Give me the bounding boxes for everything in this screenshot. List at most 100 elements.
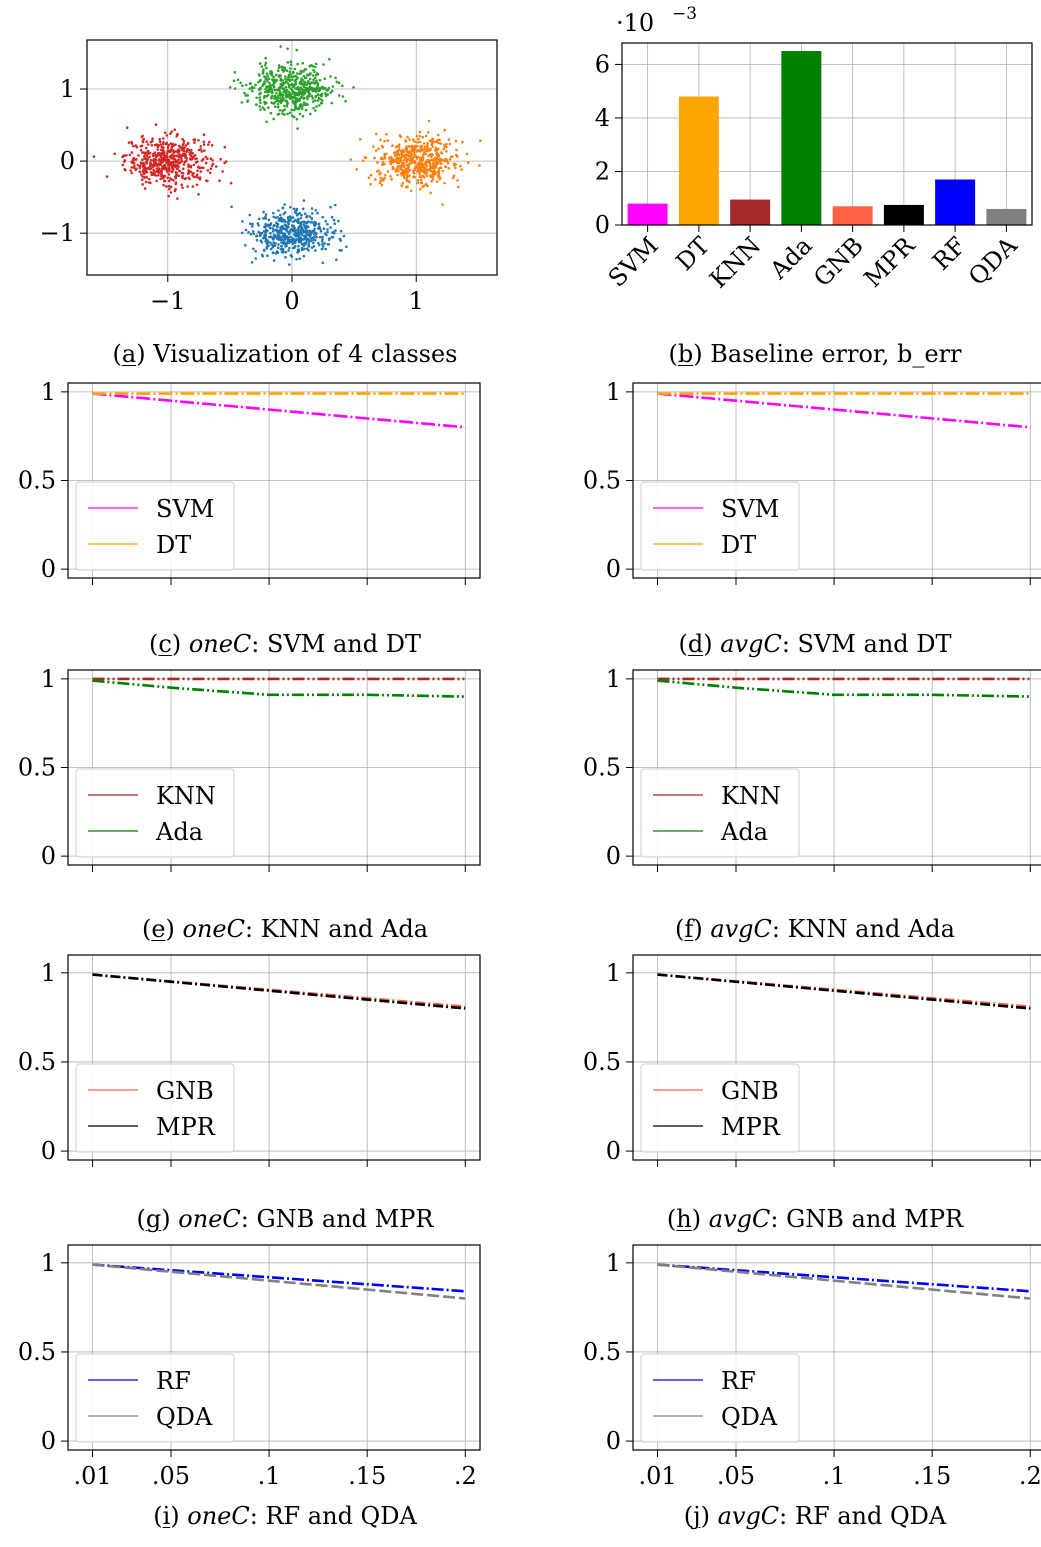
caption-g: (g) oneC: GNB and MPR <box>136 1205 434 1233</box>
scatter-point-red <box>177 154 180 158</box>
y-tick-label: 0.5 <box>18 754 56 782</box>
scatter-point-red <box>208 171 212 175</box>
scatter-point-red <box>223 145 227 149</box>
scatter-point-red <box>180 159 184 163</box>
scatter-point-blue <box>312 238 316 242</box>
legend-box <box>640 481 800 571</box>
scatter-point-orange <box>378 172 382 176</box>
scatter-point-green <box>279 79 283 82</box>
scatter-point-blue <box>247 231 250 234</box>
scatter-point-blue <box>327 238 331 241</box>
y-tick-label: 0 <box>606 1427 621 1455</box>
scatter-point-orange <box>411 138 415 141</box>
scatter-point-blue <box>259 239 263 242</box>
y-tick-label: 1 <box>606 1249 621 1277</box>
scatter-point-green <box>298 97 301 101</box>
scatter-point-blue <box>339 239 342 242</box>
scatter-point-green <box>263 80 266 83</box>
scatter-point-red <box>157 174 160 177</box>
scatter-point-blue <box>289 228 292 232</box>
scatter-point-blue <box>272 211 275 215</box>
scatter-point-blue <box>294 218 297 222</box>
scatter-point-red <box>159 148 163 152</box>
scatter-point-red <box>151 154 155 158</box>
scatter-point-orange <box>389 162 393 166</box>
scatter-point-red <box>158 137 161 141</box>
scatter-point-orange <box>369 173 373 177</box>
scatter-point-green <box>270 84 274 87</box>
scatter-point-orange <box>478 164 481 167</box>
scatter-point-red <box>181 186 184 189</box>
y-tick-label: 0 <box>41 1427 56 1455</box>
scatter-point-green <box>344 99 347 103</box>
scatter-point-blue <box>326 228 329 231</box>
scatter-point-green <box>324 92 327 95</box>
y-tick-label: 0.5 <box>583 467 621 495</box>
scatter-point-orange <box>448 158 452 161</box>
scatter-point-green <box>293 79 297 82</box>
scatter-point-red <box>124 168 127 172</box>
legend-label-DT: DT <box>721 531 756 559</box>
scatter-point-orange <box>435 180 439 183</box>
scatter-point-green <box>270 94 274 98</box>
scatter-point-blue <box>271 227 275 230</box>
scatter-point-red <box>154 154 158 157</box>
scatter-point-orange <box>402 165 406 168</box>
scatter-point-blue <box>304 228 308 232</box>
scatter-point-green <box>323 77 327 81</box>
scatter-point-blue <box>310 239 313 243</box>
scatter-point-red <box>153 163 157 167</box>
scatter-point-blue <box>252 247 255 251</box>
scatter-point-blue <box>277 238 280 241</box>
scatter-point-green <box>282 96 285 100</box>
scatter-point-green <box>296 127 299 130</box>
scatter-point-blue <box>281 248 285 252</box>
scatter-point-green <box>307 79 310 83</box>
chart-j: .01 .05 .1 .15 .2 0 0.5 1 RF QDA <box>583 1244 1041 1490</box>
legend-label-RF: RF <box>156 1367 191 1395</box>
scatter-point-red <box>143 187 147 190</box>
scatter-point-blue <box>310 221 314 224</box>
scatter-point-green <box>287 85 291 89</box>
scatter-point-green <box>281 109 285 113</box>
scatter-point-blue <box>290 255 294 258</box>
scatter-point-orange <box>430 180 433 183</box>
scatter-point-blue <box>303 212 307 215</box>
scatter-point-red <box>168 155 172 159</box>
scatter-point-orange <box>395 145 399 148</box>
scatter-point-red <box>139 145 143 148</box>
scatter-point-blue <box>313 227 316 231</box>
scatter-point-blue <box>340 249 343 252</box>
y-tick-label: 0 <box>60 147 75 175</box>
scatter-point-red <box>129 169 132 172</box>
x-tick-label: .2 <box>1019 1462 1041 1490</box>
legend-label-SVM: SVM <box>156 495 214 523</box>
scatter-point-green <box>265 66 268 70</box>
scatter-point-red <box>223 161 226 165</box>
scatter-point-orange <box>415 134 419 138</box>
y-tick-label: 1 <box>41 378 56 406</box>
scatter-point-blue <box>318 227 322 231</box>
scatter-point-green <box>277 100 280 103</box>
scatter-point-orange <box>454 166 457 170</box>
scatter-point-red <box>154 161 158 165</box>
scatter-point-blue <box>322 245 325 248</box>
scatter-point-red <box>153 157 157 161</box>
scatter-point-orange <box>422 142 426 145</box>
scatter-point-red <box>144 157 148 160</box>
scatter-point-red <box>167 144 170 147</box>
scatter-point-orange <box>393 151 397 154</box>
scatter-point-red <box>189 170 193 174</box>
scatter-point-orange <box>435 152 438 155</box>
scatter-point-blue <box>294 238 297 241</box>
scatter-point-orange <box>430 152 434 156</box>
scatter-point-red <box>146 157 150 160</box>
scatter-point-red <box>214 165 218 168</box>
scatter-point-orange <box>452 162 456 165</box>
scatter-point-blue <box>334 229 337 232</box>
scatter-point-orange <box>425 182 428 186</box>
scatter-point-blue <box>307 249 310 252</box>
scatter-point-green <box>291 114 294 117</box>
scatter-point-green <box>295 75 299 79</box>
scatter-point-blue <box>301 207 305 211</box>
